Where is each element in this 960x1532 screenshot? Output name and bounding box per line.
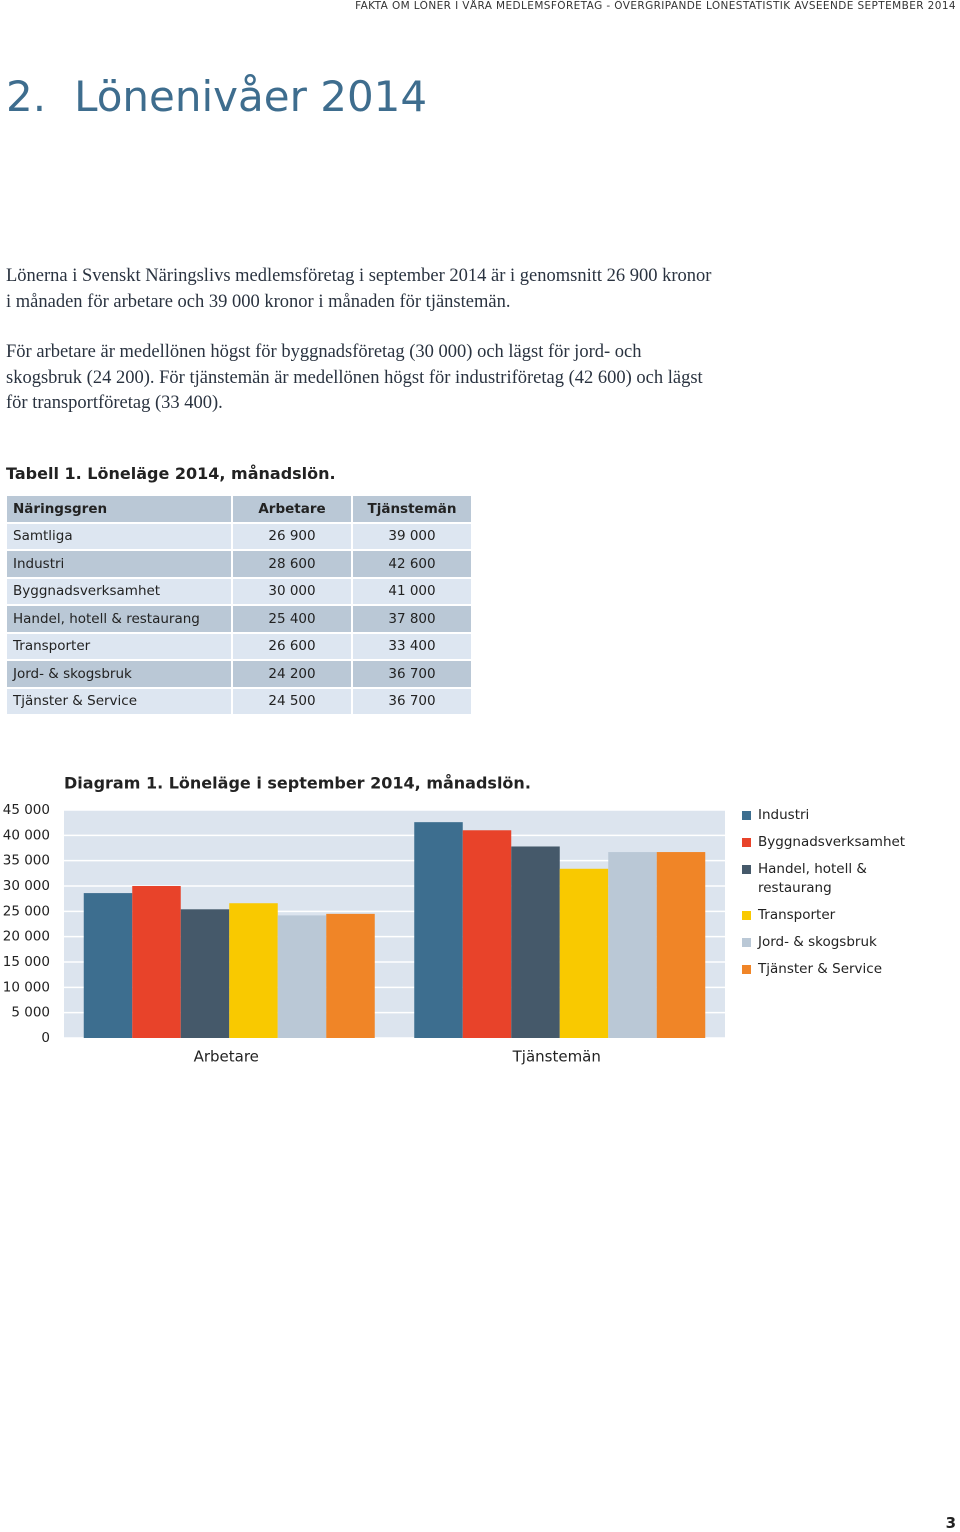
bar <box>559 868 609 1038</box>
running-header: FAKTA OM LÖNER I VÅRA MEDLEMSFÖRETAG - Ö… <box>355 0 956 12</box>
legend-label: Handel, hotell & restaurang <box>758 861 867 896</box>
y-tick-label: 35 000 <box>3 853 50 869</box>
legend-item: Jord- & skogsbruk <box>742 933 902 952</box>
legend-item: Handel, hotell & restaurang <box>742 860 902 898</box>
x-tick-label: Arbetare <box>194 1048 259 1066</box>
chart: Diagram 1. Löneläge i september 2014, må… <box>3 774 725 1066</box>
table-cell: 30 000 <box>233 578 351 604</box>
legend-label: Jord- & skogsbruk <box>758 934 877 950</box>
table-cell: Samtliga <box>7 523 231 549</box>
table-row: Samtliga 26 900 39 000 <box>7 523 471 549</box>
section-number: 2. <box>6 72 47 121</box>
column-header: Tjänstemän <box>353 496 471 522</box>
legend-item: Industri <box>742 806 902 825</box>
legend-swatch <box>742 965 751 974</box>
y-tick-label: 5 000 <box>11 1005 50 1021</box>
paragraph: Lönerna i Svenskt Näringslivs medlemsför… <box>6 266 712 312</box>
table-cell: 24 500 <box>233 688 351 714</box>
legend-item: Tjänster & Service <box>742 960 902 979</box>
x-tick-label: Tjänstemän <box>512 1048 601 1066</box>
section-heading: 2. Lönenivåer 2014 <box>6 72 427 121</box>
table-cell: Industri <box>7 551 231 577</box>
table-cell: 25 400 <box>233 606 351 632</box>
table-cell: Jord- & skogsbruk <box>7 661 231 687</box>
paragraph: För arbetare är medellönen högst för byg… <box>6 342 703 413</box>
table-cell: Byggnadsverksamhet <box>7 578 231 604</box>
column-header: Näringsgren <box>7 496 231 522</box>
table-row: Transporter 26 600 33 400 <box>7 633 471 659</box>
table-cell: 36 700 <box>353 661 471 687</box>
table-row: Jord- & skogsbruk 24 200 36 700 <box>7 661 471 687</box>
bar <box>511 846 560 1038</box>
legend-swatch <box>742 911 751 920</box>
table-cell: 39 000 <box>353 523 471 549</box>
legend-label: Industri <box>758 807 810 823</box>
table-cell: 42 600 <box>353 551 471 577</box>
y-tick-label: 15 000 <box>3 954 50 970</box>
table-cell: 37 800 <box>353 606 471 632</box>
bar <box>414 822 463 1038</box>
bar <box>462 830 512 1038</box>
salary-table: Näringsgren Arbetare Tjänstemän Samtliga 26 … <box>5 494 473 716</box>
table-cell: Tjänster & Service <box>7 688 231 714</box>
chart-title: Diagram 1. Löneläge i september 2014, må… <box>64 774 531 793</box>
bar <box>132 886 181 1038</box>
bar <box>229 903 278 1038</box>
table-cell: Handel, hotell & restaurang <box>7 606 231 632</box>
legend-label: Tjänster & Service <box>758 961 883 977</box>
legend-swatch <box>742 938 751 947</box>
column-header: Arbetare <box>233 496 351 522</box>
table-cell: 28 600 <box>233 551 351 577</box>
table-cell: 36 700 <box>353 688 471 714</box>
legend-item: Byggnadsverksamhet <box>742 833 906 852</box>
bar <box>83 893 133 1038</box>
y-tick-label: 10 000 <box>3 979 50 995</box>
table-cell: 26 900 <box>233 523 351 549</box>
y-tick-label: 40 000 <box>3 827 50 843</box>
table-cell: 41 000 <box>353 578 471 604</box>
bar <box>277 915 327 1038</box>
table-cell: Transporter <box>7 633 231 659</box>
legend-label: Byggnadsverksamhet <box>758 834 906 850</box>
y-tick-label: 45 000 <box>3 802 50 818</box>
bar <box>326 913 375 1038</box>
y-tick-label: 25 000 <box>3 903 50 919</box>
header-row: Näringsgren Arbetare Tjänstemän <box>7 496 471 522</box>
bar <box>608 852 657 1038</box>
page-number: 3 <box>945 1514 956 1532</box>
legend-swatch <box>742 838 751 847</box>
table-cell: 33 400 <box>353 633 471 659</box>
table-caption: Tabell 1. Löneläge 2014, månadslön. <box>6 464 336 483</box>
legend-label: Transporter <box>758 907 836 923</box>
table-cell: 24 200 <box>233 661 351 687</box>
table-body: Näringsgren Arbetare Tjänstemän Samtliga 26 … <box>7 496 471 714</box>
y-tick-label: 30 000 <box>3 878 50 894</box>
legend-swatch <box>742 811 751 820</box>
y-tick-label: 20 000 <box>3 929 50 945</box>
legend: Industri Byggnadsverksamhet Handel, hotell… <box>742 806 906 987</box>
legend-item: Transporter <box>742 906 902 925</box>
legend-swatch <box>742 865 751 874</box>
table-row: Tjänster & Service 24 500 36 700 <box>7 688 471 714</box>
table-row: Handel, hotell & restaurang 25 400 37 800 <box>7 606 471 632</box>
bar <box>180 909 230 1038</box>
section-title: Lönenivåer 2014 <box>74 72 428 121</box>
table-cell: 26 600 <box>233 633 351 659</box>
y-tick-label: 0 <box>41 1030 50 1046</box>
table-row: Industri 28 600 42 600 <box>7 551 471 577</box>
bar <box>656 852 706 1038</box>
table-row: Byggnadsverksamhet 30 000 41 000 <box>7 578 471 604</box>
